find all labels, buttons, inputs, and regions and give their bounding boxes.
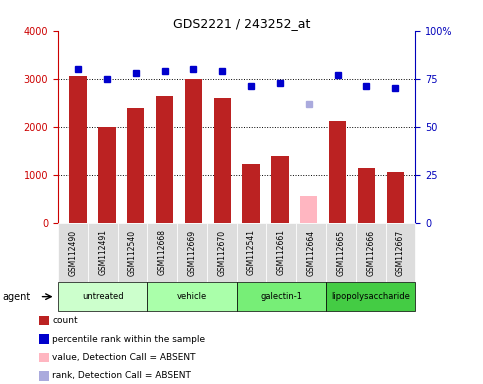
Text: GSM112541: GSM112541 (247, 230, 256, 275)
Bar (300, 196, 317, 223)
Bar (156, 96, 173, 223)
Text: GSM112664: GSM112664 (307, 229, 315, 276)
Bar (242, 164, 260, 223)
Text: lipopolysaccharide: lipopolysaccharide (331, 292, 410, 301)
Text: GSM112667: GSM112667 (396, 229, 405, 276)
Text: GDS2221 / 243252_at: GDS2221 / 243252_at (173, 17, 310, 30)
Text: agent: agent (2, 291, 30, 302)
Bar (386, 172, 404, 223)
Text: GSM112665: GSM112665 (337, 229, 345, 276)
Text: GSM112661: GSM112661 (277, 230, 286, 275)
Text: GSM112666: GSM112666 (366, 229, 375, 276)
Bar (329, 121, 346, 223)
Text: GSM112490: GSM112490 (69, 229, 77, 276)
Bar (70, 76, 87, 223)
Text: GSM112668: GSM112668 (158, 230, 167, 275)
Text: GSM112540: GSM112540 (128, 229, 137, 276)
Text: count: count (52, 316, 78, 325)
Text: untreated: untreated (82, 292, 124, 301)
Bar (271, 157, 288, 223)
Text: GSM112669: GSM112669 (187, 229, 197, 276)
Text: GSM112670: GSM112670 (217, 229, 226, 276)
Bar (358, 167, 375, 223)
Text: value, Detection Call = ABSENT: value, Detection Call = ABSENT (52, 353, 196, 362)
Text: rank, Detection Call = ABSENT: rank, Detection Call = ABSENT (52, 371, 191, 381)
Text: galectin-1: galectin-1 (260, 292, 302, 301)
Bar (127, 109, 144, 223)
Text: vehicle: vehicle (177, 292, 207, 301)
Text: GSM112491: GSM112491 (98, 230, 107, 275)
Bar (213, 98, 231, 223)
Text: percentile rank within the sample: percentile rank within the sample (52, 334, 205, 344)
Bar (99, 127, 115, 223)
Bar (185, 79, 202, 223)
